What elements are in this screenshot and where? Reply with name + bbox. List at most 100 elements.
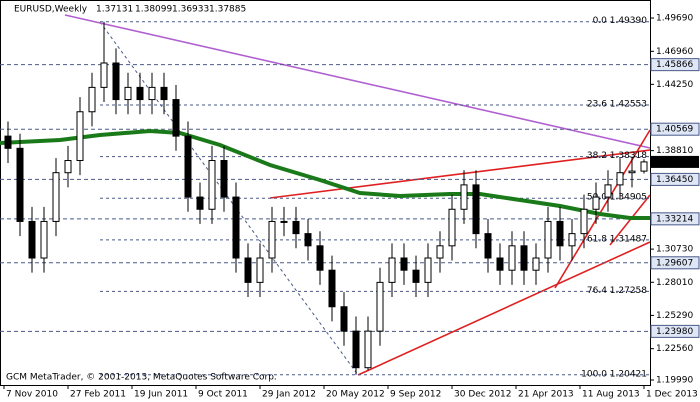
candle-body	[184, 135, 192, 198]
x-tick-label: 1 Dec 2013	[646, 390, 698, 400]
candle-body	[460, 184, 468, 210]
plot-frame	[0, 0, 651, 386]
candle-body	[628, 170, 636, 174]
x-tick-label: 21 Apr 2013	[518, 390, 574, 400]
candle-body	[304, 233, 312, 247]
level-box	[650, 122, 700, 136]
candle-body	[112, 62, 120, 101]
candle-body	[100, 62, 108, 88]
level-label: 1.40569	[656, 125, 693, 135]
chart-title: EURUSD,Weekly	[14, 5, 88, 15]
trendline	[357, 241, 651, 376]
candle-body	[244, 257, 252, 283]
candle-body	[160, 86, 168, 101]
level-box	[650, 212, 700, 226]
level-label: 1.29607	[656, 258, 693, 268]
y-tick-label: 1.30730	[656, 245, 693, 255]
x-tick-label: 30 Dec 2012	[454, 390, 512, 400]
level-label: 1.33214	[656, 214, 693, 224]
candle-body	[88, 86, 96, 113]
y-tick-label: 1.44250	[656, 80, 693, 90]
candle-body	[424, 257, 432, 283]
candle-body	[556, 220, 564, 247]
candle-body	[196, 196, 204, 210]
candle-body	[580, 208, 588, 235]
fibo-label: 50.0 1.34905	[587, 193, 647, 203]
moving-average	[0, 128, 650, 220]
candle-body	[520, 245, 528, 271]
level-box	[650, 324, 700, 338]
y-tick-label: 1.46960	[656, 47, 693, 57]
x-tick-label: 19 Jun 2011	[134, 390, 188, 400]
candle-body	[340, 306, 348, 332]
candle-body	[484, 233, 492, 259]
candle-body	[400, 257, 408, 271]
x-tick-label: 29 Jan 2012	[262, 390, 316, 400]
candle-body	[508, 245, 516, 271]
candle-body	[604, 184, 612, 198]
y-tick-label: 1.25290	[656, 311, 693, 321]
ohlc-open: 1.37131	[96, 5, 133, 15]
ohlc-high: 1.38099	[135, 5, 172, 15]
y-tick-label: 1.19990	[656, 376, 693, 386]
candle-body	[376, 281, 384, 332]
candle-body	[592, 196, 600, 210]
candle-body	[568, 233, 576, 247]
candle-body	[436, 245, 444, 259]
level-label: 1.45866	[656, 60, 693, 70]
y-tick-label: 1.22560	[656, 344, 693, 354]
fibo-label: 76.4 1.27258	[587, 286, 647, 296]
level-label: 1.23980	[656, 327, 693, 337]
level-label: 1.36450	[656, 175, 693, 185]
trendline	[64, 14, 651, 149]
candle-body	[256, 257, 264, 283]
y-tick-label: 1.49690	[656, 14, 693, 24]
candle-body	[280, 220, 288, 223]
candle-body	[544, 220, 552, 259]
candle-body	[208, 160, 216, 210]
fibo-label: 0.0 1.49390	[593, 16, 648, 26]
candle-body	[124, 86, 132, 101]
x-tick-label: 7 Nov 2010	[6, 390, 58, 400]
price-box	[651, 155, 699, 168]
fibo-label: 23.6 1.42553	[587, 100, 647, 110]
candle-body	[352, 330, 360, 369]
level-box	[650, 256, 700, 270]
candle-body	[136, 86, 144, 101]
candle-body	[76, 111, 84, 162]
candle-body	[364, 330, 372, 369]
fibo-label: 100.0 1.20421	[581, 369, 647, 379]
level-box	[650, 172, 700, 186]
level-box	[650, 58, 700, 72]
candle-body	[388, 257, 396, 283]
x-tick-label: 27 Feb 2011	[70, 390, 126, 400]
candle-body	[40, 220, 48, 259]
ohlc-low: 1.36933	[172, 5, 209, 15]
candle-body	[220, 160, 228, 198]
x-tick-label: 11 Aug 2013	[582, 390, 640, 400]
candle-body	[28, 220, 36, 259]
footer: GCM MetaTrader, © 2001-2013, MetaQuotes …	[6, 373, 277, 383]
candle-body	[472, 184, 480, 235]
candle-body	[64, 160, 72, 174]
candle-body	[496, 257, 504, 271]
candle-body	[292, 220, 300, 235]
candle-body	[328, 269, 336, 308]
candle-body	[412, 269, 420, 283]
candle-body	[52, 172, 60, 222]
candle-body	[172, 99, 180, 137]
candle-body	[4, 135, 12, 149]
y-tick-label: 1.28010	[656, 278, 693, 288]
candle-body	[532, 257, 540, 271]
candle-body	[448, 208, 456, 247]
candle-body	[640, 161, 648, 172]
x-tick-label: 9 Oct 2011	[198, 390, 248, 400]
candle-body	[16, 147, 24, 222]
x-tick-label: 20 May 2012	[326, 390, 385, 400]
fibo-label: 61.8 1.31487	[587, 234, 647, 244]
candle-body	[616, 172, 624, 186]
candle-body	[232, 196, 240, 259]
trendline	[269, 149, 651, 199]
y-tick-label: 1.38810	[656, 146, 693, 156]
